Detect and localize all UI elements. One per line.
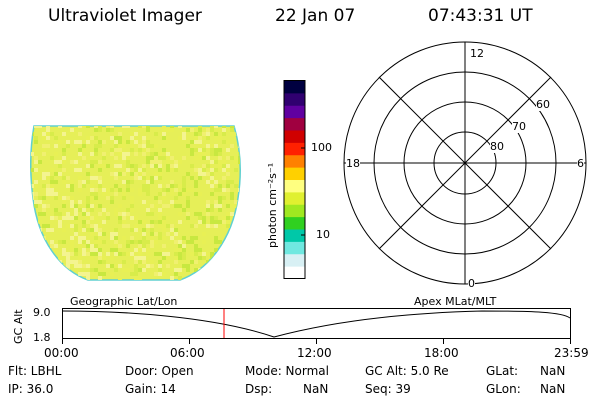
colorbar-segment [284, 204, 305, 218]
colorbar-segment [284, 117, 305, 131]
glon-label: GLon: [486, 382, 521, 396]
gcalt-info: GC Alt: 5.0 Re [365, 364, 449, 378]
xtick-2359: 23:59 [554, 346, 589, 360]
timeline-plot [62, 308, 571, 344]
colorbar-segment [284, 229, 305, 242]
colorbar-segment [284, 92, 305, 106]
colorbar-unit-label: photon cm⁻²s⁻¹ [266, 162, 279, 248]
colorbar-segment [284, 142, 305, 156]
colorbar-segment [284, 179, 305, 193]
polar-ring-label-60: 60 [536, 98, 550, 111]
colorbar-segment [284, 80, 305, 94]
glat-value: NaN [540, 364, 566, 378]
xtick-1800: 18:00 [424, 346, 459, 360]
altitude-curve [62, 310, 571, 338]
glon-value: NaN [540, 382, 566, 396]
colorbar-segment [284, 105, 305, 119]
xtick-0000: 00:00 [44, 346, 79, 360]
ip-info: IP: 36.0 [8, 382, 54, 396]
glat-label: GLat: [486, 364, 519, 378]
colorbar-segment [284, 266, 305, 279]
timeline-ytick-max: 9.0 [33, 306, 51, 319]
timeline-left-title: Geographic Lat/Lon [70, 295, 178, 308]
timeline-right-title: Apex MLat/MLT [414, 295, 497, 308]
colorbar-segment [284, 191, 305, 205]
instrument-title: Ultraviolet Imager [48, 6, 202, 26]
colorbar-segment [284, 253, 305, 267]
uv-image-panel [30, 125, 241, 281]
colorbar [283, 80, 306, 279]
colorbar-segment [284, 154, 305, 168]
polar-label-12: 12 [470, 47, 484, 60]
door-info: Door: Open [125, 364, 194, 378]
timeline-ytick-min: 1.8 [33, 331, 51, 344]
xtick-1200: 12:00 [297, 346, 332, 360]
gain-info: Gain: 14 [125, 382, 176, 396]
colorbar-segment [284, 241, 305, 255]
time-label: 07:43:31 UT [428, 6, 533, 26]
filter-info: Flt: LBHL [8, 364, 62, 378]
polar-ring-label-80: 80 [490, 140, 504, 153]
colorbar-segment [284, 216, 305, 230]
colorbar-segment [284, 167, 305, 180]
polar-ring-label-70: 70 [512, 120, 526, 133]
colorbar-tick-100: 100 [311, 141, 332, 154]
xtick-0600: 06:00 [170, 346, 205, 360]
mode-info: Mode: Normal [245, 364, 329, 378]
timeline-ylabel: GC Alt [12, 309, 25, 344]
polar-grid [343, 41, 587, 285]
colorbar-tick-10: 10 [316, 228, 330, 241]
polar-label-0: 0 [468, 277, 475, 290]
colorbar-segment [284, 130, 305, 143]
dsp-value: NaN [303, 382, 329, 396]
polar-label-18: 18 [346, 157, 360, 170]
date-label: 22 Jan 07 [275, 6, 356, 26]
dsp-label: Dsp: [245, 382, 273, 396]
seq-info: Seq: 39 [365, 382, 411, 396]
polar-label-6: 6 [577, 157, 584, 170]
